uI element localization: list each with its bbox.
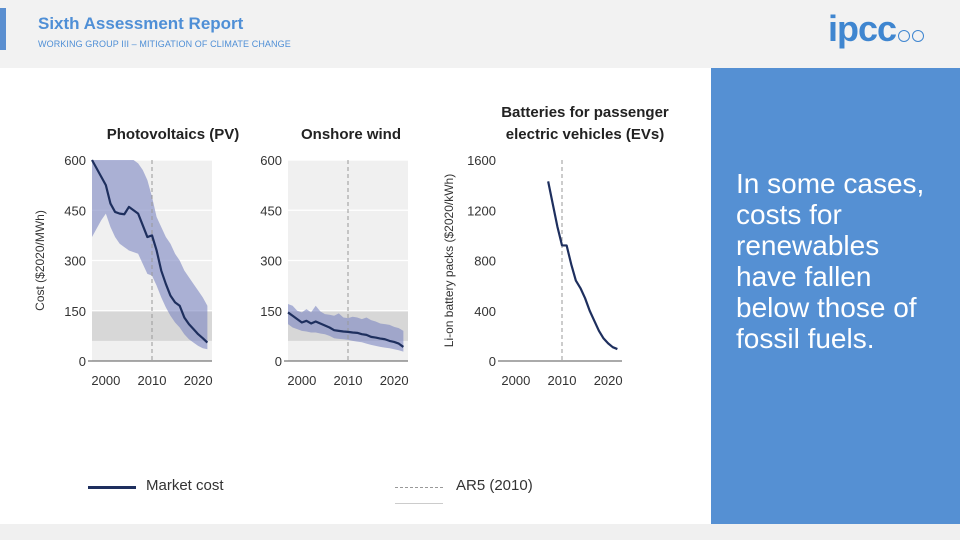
- chart-3: 0 400 800 1200 1600 2000 2010 2020 Batteries for…: [442, 104, 669, 388]
- y-tick-label: 0: [489, 354, 496, 369]
- chart-2: 0 150 300 450 600 2000 2010 2020 Onshore wind: [260, 126, 408, 388]
- legend-ar5-label: AR5 (2010): [456, 477, 533, 494]
- y-tick-label: 300: [64, 254, 86, 269]
- chart-title: Batteries for passenger: [501, 104, 669, 121]
- y-tick-label: 300: [260, 254, 282, 269]
- y-tick-label: 600: [260, 153, 282, 168]
- market-cost-line: [91, 159, 209, 344]
- y-tick-label: 1600: [467, 153, 496, 168]
- chart-title: Photovoltaics (PV): [107, 126, 240, 143]
- header-bar: [0, 0, 960, 68]
- cost-range-band: [92, 160, 208, 350]
- y-tick-label: 1200: [467, 203, 496, 218]
- y-tick-label: 150: [260, 304, 282, 319]
- charts-svg: 0 150 300 450 600 2000 2010 2020 Photovoltaics (…: [33, 104, 669, 388]
- summary-text: In some cases, costs for renewables have…: [736, 168, 925, 354]
- market-cost-line: [287, 311, 405, 348]
- unep-emblem-icon: [912, 30, 924, 42]
- x-tick-label: 2000: [501, 373, 530, 388]
- y-axis-label: Cost ($2020/MWh): [33, 210, 47, 311]
- y-tick-label: 600: [64, 153, 86, 168]
- summary-panel: [711, 68, 960, 524]
- y-tick-label: 0: [275, 354, 282, 369]
- y-tick-label: 0: [79, 354, 86, 369]
- y-tick-label: 450: [260, 203, 282, 218]
- cost-range-band: [288, 304, 404, 352]
- y-tick-label: 400: [474, 304, 496, 319]
- x-tick-label: 2000: [91, 373, 120, 388]
- un-emblems: [898, 30, 926, 44]
- legend-divider: [395, 503, 443, 504]
- x-tick-label: 2020: [380, 373, 409, 388]
- chart-title: electric vehicles (EVs): [506, 126, 664, 143]
- legend-market-cost-label: Market cost: [146, 477, 224, 494]
- report-title: Sixth Assessment Report: [38, 14, 244, 33]
- ipcc-logo: ipcc: [828, 8, 897, 49]
- x-tick-label: 2020: [594, 373, 623, 388]
- x-tick-label: 2000: [287, 373, 316, 388]
- report-subtitle: WORKING GROUP III – MITIGATION OF CLIMAT…: [38, 39, 291, 49]
- chart-1: 0 150 300 450 600 2000 2010 2020 Photovoltaics (…: [33, 126, 239, 388]
- wmo-emblem-icon: [898, 30, 910, 42]
- market-cost-line: [547, 181, 618, 351]
- footer-strip: [0, 524, 960, 540]
- chart-title: Onshore wind: [301, 126, 401, 143]
- legend-market-cost-line: [88, 486, 136, 489]
- y-axis-label: Li-on battery packs ($2020/kWh): [442, 174, 456, 347]
- x-tick-label: 2010: [334, 373, 363, 388]
- y-tick-label: 150: [64, 304, 86, 319]
- x-tick-label: 2010: [548, 373, 577, 388]
- header-accent-bar: [0, 8, 6, 50]
- x-tick-label: 2020: [184, 373, 213, 388]
- y-tick-label: 450: [64, 203, 86, 218]
- y-tick-label: 800: [474, 254, 496, 269]
- legend-ar5-dash: [395, 487, 443, 488]
- x-tick-label: 2010: [138, 373, 167, 388]
